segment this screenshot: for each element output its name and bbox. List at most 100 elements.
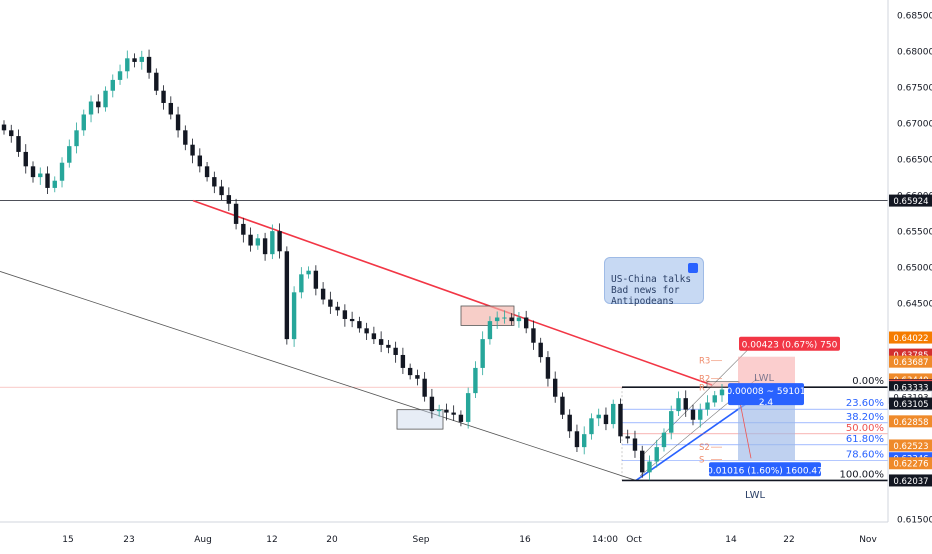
candle-body <box>560 396 565 415</box>
candle-body <box>654 447 659 462</box>
candle-body <box>625 436 630 439</box>
price-label-bg <box>889 397 932 410</box>
price-axis-label: 0.63333 <box>893 384 928 394</box>
price-label-bg <box>889 439 932 452</box>
candle-body <box>81 114 86 131</box>
price-axis-label: 0.62523 <box>893 442 928 452</box>
candle-body <box>444 409 449 413</box>
candle-body <box>103 90 108 108</box>
target-label: 0.00423 (0.67%) 750 <box>742 341 838 351</box>
pivot-label: R <box>699 383 705 393</box>
candle-body <box>538 342 543 358</box>
price-axis-label: 0.62276 <box>893 460 928 470</box>
projection-arrow <box>738 397 752 459</box>
entry-label-bg <box>728 383 804 406</box>
candle-body <box>23 151 28 167</box>
y-tick-label: 0.65000 <box>897 264 932 274</box>
x-tick-label: Sep <box>413 535 430 545</box>
candle-body <box>38 173 43 178</box>
candle-body <box>74 130 79 147</box>
price-axis-label: 0.64022 <box>893 334 928 344</box>
thumbs-up-icon <box>688 263 698 273</box>
fib-level-label: 38.20% <box>846 412 884 423</box>
candle-body <box>502 317 507 319</box>
candle-body <box>1 124 7 131</box>
candle-body <box>96 101 101 108</box>
candle-body <box>241 223 246 235</box>
candle-body <box>647 461 652 473</box>
channel-line <box>0 271 637 481</box>
candle-body <box>465 393 471 422</box>
candle-body <box>357 321 362 329</box>
candle-body <box>9 130 14 137</box>
candle-body <box>219 186 224 196</box>
candle-body <box>487 321 493 340</box>
candle-body <box>705 402 710 410</box>
candle-body <box>552 378 558 397</box>
x-tick-label: 16 <box>519 535 531 545</box>
price-axis-label: 0.65924 <box>893 197 928 207</box>
candle-body <box>335 306 340 311</box>
x-tick-label: 23 <box>123 535 134 545</box>
candle-body <box>719 389 725 396</box>
candle-body <box>132 58 137 62</box>
price-label-bg <box>889 355 932 368</box>
x-tick-label: Aug <box>194 535 212 545</box>
resistance-box <box>460 305 515 326</box>
candle-body <box>371 333 377 340</box>
candle-body <box>328 299 333 307</box>
price-label-bg <box>889 331 932 344</box>
fib-level-label: 78.60% <box>846 450 884 461</box>
candle-body <box>400 354 406 368</box>
price-label-bg <box>889 381 932 394</box>
candle-body <box>154 72 159 91</box>
y-tick-label: 0.68000 <box>897 48 932 58</box>
candle-body <box>226 195 232 204</box>
price-axis-label: 0.63105 <box>893 400 928 410</box>
y-tick-label: 0.67000 <box>897 120 932 130</box>
pivot-label: S <box>699 455 704 465</box>
candle-body <box>407 367 413 376</box>
y-tick-label: 0.61500 <box>897 516 932 526</box>
candle-body <box>582 434 587 448</box>
candle-body <box>589 418 594 435</box>
price-axis-label: 0.63687 <box>893 358 928 368</box>
candle-body <box>393 347 398 355</box>
fib-level-label: 50.00% <box>846 423 884 434</box>
price-axis-label: 0.62037 <box>893 477 928 487</box>
candle-body <box>342 310 348 319</box>
candle-body <box>690 409 696 420</box>
candle-body <box>574 431 580 448</box>
note-text: US-China talks Bad news for Antipodeans <box>611 274 692 307</box>
stop-label: 0.01016 (1.60%) 1600.47 <box>707 466 823 476</box>
candle-body <box>320 288 326 300</box>
candle-body <box>378 339 384 345</box>
y-tick-label: 0.68500 <box>897 12 932 22</box>
candle-body <box>204 166 210 178</box>
candle-body <box>270 231 275 255</box>
news-note[interactable]: US-China talks Bad news for Antipodeans <box>604 257 704 307</box>
y-tick-label: 0.66500 <box>897 156 932 166</box>
candle-body <box>299 274 304 293</box>
y-tick-label: 0.67500 <box>897 84 932 94</box>
consolidation-box <box>396 409 444 430</box>
entry-label: 2.4 <box>759 398 774 408</box>
candle-body <box>125 58 130 72</box>
candle-body <box>248 234 253 246</box>
candle-body <box>52 180 57 188</box>
candle-body <box>146 56 152 73</box>
candle-body <box>16 136 21 152</box>
candle-body <box>545 357 551 379</box>
candle-body <box>277 231 282 252</box>
candle-body <box>255 238 261 246</box>
candle-body <box>349 318 355 322</box>
fan-line <box>639 340 758 459</box>
price-label-bg <box>889 474 932 487</box>
candle-body <box>611 403 616 425</box>
pivot-label: R2 <box>699 375 710 385</box>
candle-body <box>183 130 188 145</box>
candle-body <box>473 367 478 394</box>
candle-body <box>698 409 703 420</box>
